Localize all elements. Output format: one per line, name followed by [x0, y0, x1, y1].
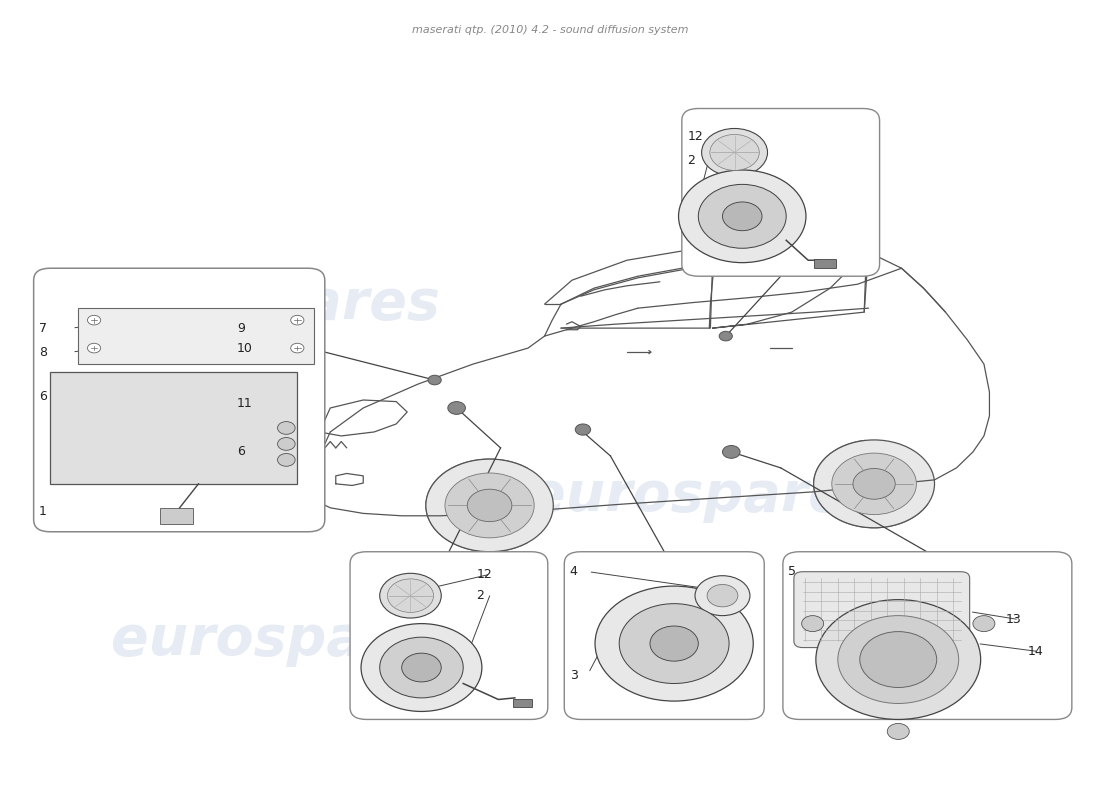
- Bar: [160, 508, 192, 524]
- Circle shape: [361, 624, 482, 711]
- Circle shape: [702, 129, 768, 176]
- Circle shape: [277, 438, 295, 450]
- Text: 12: 12: [688, 130, 703, 143]
- Text: 2: 2: [476, 589, 484, 602]
- Circle shape: [888, 723, 910, 739]
- FancyBboxPatch shape: [564, 552, 764, 719]
- Circle shape: [707, 585, 738, 607]
- Text: eurospares: eurospares: [111, 613, 461, 666]
- Circle shape: [814, 440, 935, 528]
- Circle shape: [468, 490, 512, 522]
- Circle shape: [838, 616, 959, 703]
- Circle shape: [446, 473, 535, 538]
- Circle shape: [679, 170, 806, 262]
- Circle shape: [650, 626, 699, 661]
- FancyBboxPatch shape: [350, 552, 548, 719]
- Circle shape: [448, 402, 465, 414]
- Text: 9: 9: [236, 322, 245, 334]
- FancyBboxPatch shape: [34, 268, 325, 532]
- Circle shape: [860, 631, 937, 687]
- Text: 5: 5: [789, 566, 796, 578]
- Text: 4: 4: [570, 566, 578, 578]
- Text: 6: 6: [40, 390, 47, 402]
- Circle shape: [695, 576, 750, 616]
- Text: 3: 3: [570, 669, 578, 682]
- Circle shape: [710, 134, 759, 170]
- Circle shape: [426, 459, 553, 552]
- Polygon shape: [51, 372, 297, 484]
- Circle shape: [387, 579, 433, 613]
- Text: 2: 2: [688, 154, 695, 167]
- Text: eurospares: eurospares: [89, 277, 440, 331]
- Circle shape: [575, 424, 591, 435]
- Text: 14: 14: [1027, 645, 1044, 658]
- FancyBboxPatch shape: [794, 572, 970, 647]
- Circle shape: [379, 637, 463, 698]
- Circle shape: [832, 453, 916, 514]
- Text: 10: 10: [236, 342, 253, 354]
- Text: eurospares: eurospares: [528, 469, 879, 523]
- Circle shape: [972, 616, 994, 631]
- FancyBboxPatch shape: [682, 109, 880, 276]
- Circle shape: [290, 343, 304, 353]
- Bar: [513, 699, 532, 707]
- Text: 1: 1: [40, 506, 47, 518]
- Text: 13: 13: [1005, 613, 1022, 626]
- Circle shape: [402, 653, 441, 682]
- Text: maserati qtp. (2010) 4.2 - sound diffusion system: maserati qtp. (2010) 4.2 - sound diffusi…: [411, 25, 689, 34]
- Circle shape: [619, 604, 729, 683]
- Circle shape: [816, 600, 981, 719]
- Circle shape: [719, 331, 733, 341]
- Text: 6: 6: [236, 446, 245, 458]
- Circle shape: [428, 375, 441, 385]
- Circle shape: [723, 202, 762, 230]
- Text: 11: 11: [236, 398, 253, 410]
- Text: 12: 12: [476, 567, 492, 581]
- Polygon shape: [78, 308, 314, 364]
- Circle shape: [852, 469, 895, 499]
- Circle shape: [88, 315, 101, 325]
- Text: 7: 7: [40, 322, 47, 334]
- Circle shape: [802, 616, 824, 631]
- Circle shape: [277, 422, 295, 434]
- Circle shape: [290, 315, 304, 325]
- Circle shape: [88, 343, 101, 353]
- Circle shape: [698, 184, 786, 248]
- Circle shape: [379, 574, 441, 618]
- FancyBboxPatch shape: [783, 552, 1071, 719]
- Circle shape: [277, 454, 295, 466]
- Circle shape: [723, 446, 740, 458]
- Circle shape: [595, 586, 754, 701]
- Bar: [814, 258, 836, 268]
- Text: 8: 8: [40, 346, 47, 358]
